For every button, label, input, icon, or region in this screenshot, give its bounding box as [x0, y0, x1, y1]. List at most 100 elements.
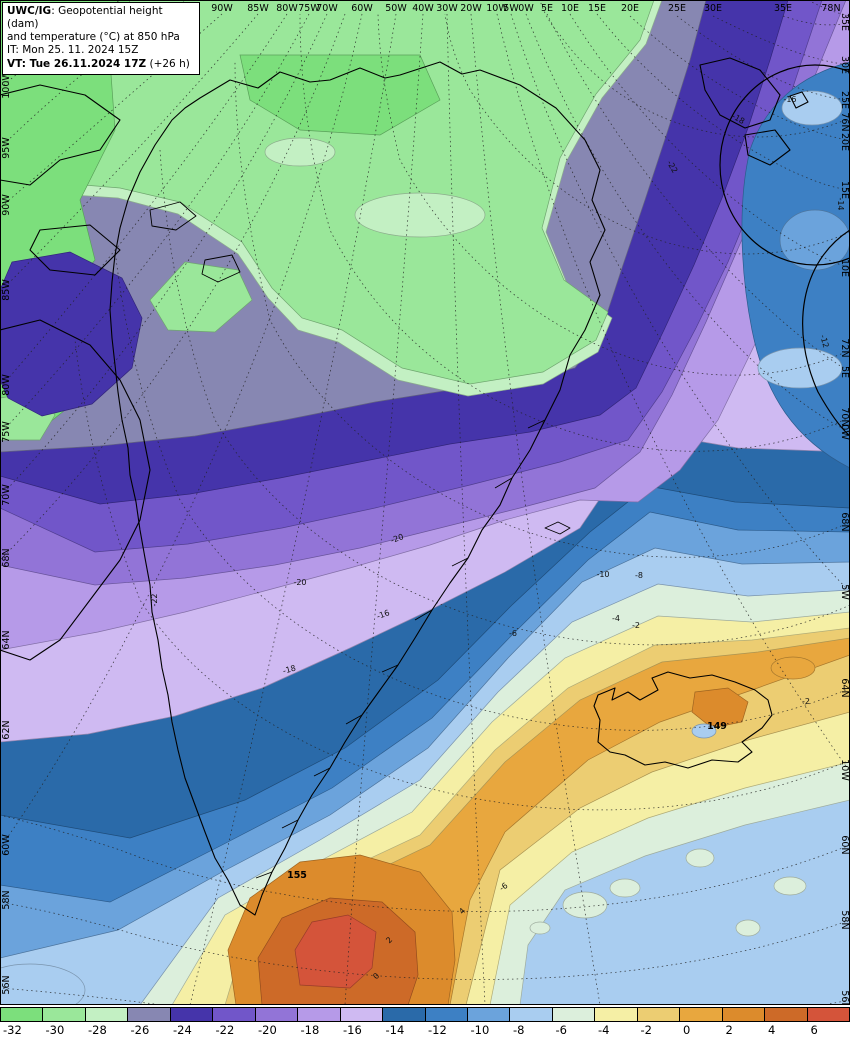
- map-label: 35E: [774, 3, 792, 14]
- colorbar-tick-label: 0: [683, 1023, 691, 1037]
- map-label: 62N: [1, 720, 12, 739]
- graticule-grid: [0, 0, 850, 1005]
- colorbar-tick-label: -32: [3, 1023, 22, 1037]
- greenland-coast: [109, 61, 606, 916]
- colorbar-tick-label: -20: [258, 1023, 277, 1037]
- map-label: 10W: [486, 3, 508, 14]
- map-label: 0: [371, 971, 381, 981]
- map-label: 75W: [1, 421, 12, 443]
- iceland-glacier-pocket: [691, 723, 717, 739]
- colorbar-cell: [722, 1008, 766, 1021]
- map-label: 58N: [1, 890, 12, 909]
- map-label: -4: [612, 614, 620, 623]
- map-label: 25E: [668, 3, 686, 14]
- map-label: 80W: [276, 3, 298, 14]
- map-label: 60W: [1, 834, 12, 856]
- left-edge-labels: 100W 95W 90W 85W 80W 75W 70W 68N 64N 62N 60W 58N 56N: [1, 71, 12, 995]
- map-label: 76N: [839, 112, 850, 131]
- map-label: -22: [150, 593, 159, 606]
- colorbar-tick-label: -24: [173, 1023, 192, 1037]
- map-label: 56N: [839, 990, 850, 1005]
- jan-mayen-coast: [544, 521, 571, 535]
- temperature-fill-bands: [0, 0, 850, 1005]
- map-label: 155: [287, 870, 307, 881]
- map-label: 30E: [839, 56, 850, 74]
- colorbar-cell: [85, 1008, 129, 1021]
- baffin-coast: [0, 319, 151, 661]
- pocket--6-d: [773, 876, 807, 896]
- map-label: 5E: [541, 3, 553, 14]
- colorbar-tick-label: -12: [428, 1023, 447, 1037]
- coastlines: [0, 57, 809, 916]
- map-label: -2: [632, 621, 640, 630]
- colorbar-tick-label: 6: [810, 1023, 818, 1037]
- map-label: -16: [375, 608, 390, 621]
- map-label: 15E: [839, 181, 850, 199]
- map-label: 70W: [1, 484, 12, 506]
- map-label: -2: [802, 697, 810, 706]
- colorbar-tick-label: -26: [130, 1023, 150, 1037]
- model-name: UWC/IG: [7, 5, 52, 17]
- map-label: 149: [707, 721, 727, 732]
- map-label: 70N: [839, 407, 850, 426]
- map-label: -6: [498, 881, 510, 893]
- map-label: 60N: [839, 835, 850, 854]
- info-line-4: VT: Tue 26.11.2024 17Z (+26 h): [7, 57, 190, 70]
- map-label: -6: [509, 629, 517, 638]
- pocket--6-b: [609, 878, 641, 898]
- ellesmere-coast: [0, 84, 121, 186]
- colorbar-tick-label: -28: [88, 1023, 107, 1037]
- map-label: 56N: [1, 975, 12, 994]
- map-label: 64N: [839, 678, 850, 697]
- colorbar-cell: [552, 1008, 596, 1021]
- colorbar-tick-label: -18: [300, 1023, 320, 1037]
- info-line-3: IT: Mon 25. 11. 2024 15Z: [7, 44, 139, 57]
- iceland-patch-2: [691, 687, 749, 729]
- colorbar-cell: [467, 1008, 511, 1021]
- pocket--28-a: [354, 192, 486, 238]
- colorbar-tick-label: -10: [470, 1023, 490, 1037]
- pocket--8-corner: [0, 963, 86, 1005]
- geopotential-contours: [719, 64, 850, 437]
- map-label: 90W: [1, 194, 12, 216]
- map-label: 10E: [561, 3, 579, 14]
- iceland-patch-0: [770, 656, 816, 680]
- pocket-lightblue-a: [781, 90, 843, 126]
- chart-info-box: UWC/IG: Geopotential height (dam) and te…: [2, 2, 200, 75]
- map-label: 10W: [839, 759, 850, 781]
- map-label: 20E: [839, 133, 850, 151]
- map-label: 0W: [518, 3, 534, 14]
- pocket--6-c: [685, 848, 715, 868]
- colorbar-cell: [1, 1008, 44, 1021]
- map-label: 2: [384, 935, 394, 945]
- colorbar-cell: [510, 1008, 553, 1021]
- map-label: -12: [818, 334, 830, 349]
- colorbar-cell: [255, 1008, 299, 1021]
- geopotential-height-labels: 149 155: [287, 721, 727, 881]
- colorbar-tick-label: -22: [215, 1023, 235, 1037]
- height-contour-arc: [802, 229, 850, 437]
- colorbar-tick-label: -30: [45, 1023, 65, 1037]
- map-label: 4: [457, 906, 467, 916]
- map-label: 30E: [704, 3, 722, 14]
- colorbar-cell: [595, 1008, 638, 1021]
- pocket-lightblue-b: [757, 347, 843, 389]
- map-label: 75W: [298, 3, 320, 14]
- pocket--6-f: [529, 921, 551, 935]
- colorbar-tick-label: -14: [385, 1023, 405, 1037]
- map-label: 64N: [1, 630, 12, 649]
- map-label: 10E: [839, 259, 850, 277]
- map-label: 15E: [588, 3, 606, 14]
- map-label: 35E: [839, 13, 850, 31]
- devon-coast: [29, 224, 121, 276]
- map-label: 40W: [412, 3, 434, 14]
- map-label: 95W: [1, 137, 12, 159]
- colorbar-cell: [298, 1008, 341, 1021]
- map-label: 85W: [247, 3, 269, 14]
- map-label: 58N: [839, 910, 850, 929]
- pocket--6-e: [735, 919, 761, 937]
